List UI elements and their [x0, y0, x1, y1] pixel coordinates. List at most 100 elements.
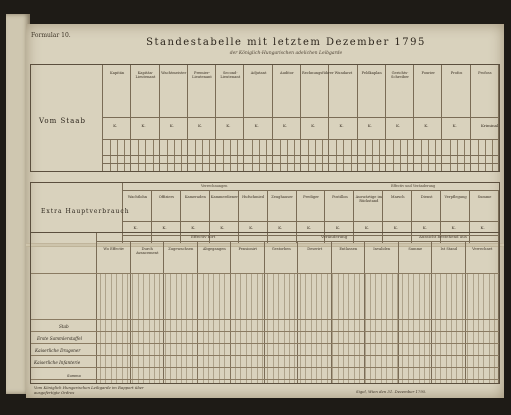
sheet-number: Formular 10. [31, 32, 71, 39]
strength-subdivider [472, 273, 474, 383]
strength-header: Gestorben [271, 247, 291, 251]
strength-subdivider [461, 273, 463, 383]
strength-column [231, 241, 265, 383]
staff-column [216, 65, 245, 171]
strength-subdivider [175, 273, 177, 383]
strength-subdivider [289, 273, 290, 383]
strength-row-line [31, 331, 499, 332]
strength-header: Deserirt [307, 247, 323, 251]
extra-mark: K. [480, 225, 485, 230]
table-subtitle: der Königlich-Hungarischen adelichen Lei… [229, 51, 343, 56]
strength-subdivider [218, 273, 220, 383]
strength-column [131, 241, 164, 383]
staff-column [329, 65, 358, 171]
strength-subdivider [159, 273, 161, 383]
staff-header: Adjutant [250, 71, 267, 75]
strength-header: Entlassen [339, 247, 358, 251]
row-label-2: Kaiserliche Dragoner [35, 348, 81, 353]
staff-header: Auditor [280, 71, 294, 75]
strength-row-line [31, 367, 499, 368]
staff-column [358, 65, 386, 171]
staff-header: Premier-Lieutenant [192, 71, 212, 79]
strength-subdivider [418, 273, 420, 383]
extra-mark: K. [162, 225, 167, 230]
extra-section-label: Extra Hauptverbrauch [41, 208, 130, 215]
staff-mark: K. [339, 123, 344, 128]
extra-header: Auswärtige im Rückstand [355, 195, 383, 203]
strength-subdivider [391, 273, 393, 383]
strength-column [466, 241, 499, 383]
staff-header: Fourier [421, 71, 436, 75]
extra-header: Hufschmied [242, 195, 265, 199]
staff-table: Vom Staab Kapitän K. Kapitän-Lieutenant K. W… [30, 64, 500, 172]
staff-mark: K. [367, 123, 372, 128]
strength-subdivider [434, 273, 436, 383]
extra-header: Offiziers [158, 195, 175, 199]
strength-subdivider [240, 273, 242, 383]
extra-mark: K. [393, 225, 399, 230]
extra-header: Dienst [420, 195, 433, 199]
strength-row-line [31, 319, 499, 320]
strength-subdivider [429, 273, 431, 383]
strength-subdivider [402, 273, 404, 383]
extra-group1: Verrechnungen [201, 184, 228, 188]
strength-row-line [31, 343, 499, 344]
strength-subdivider [478, 273, 479, 383]
strength-subdivider [148, 273, 150, 383]
staff-header: Wundarzt [334, 71, 353, 75]
staff-header: Wachtmeister [161, 71, 187, 75]
strength-subdivider [375, 273, 377, 383]
strength-subdivider [202, 273, 204, 383]
document-sheet: Formular 10. Standestabelle mit letztem … [26, 24, 504, 398]
strength-subdivider [127, 273, 128, 383]
fold-line [26, 243, 504, 247]
extra-column [441, 190, 471, 243]
staff-column [188, 65, 217, 171]
staff-mark: K. [282, 123, 288, 128]
strength-subdivider [294, 273, 296, 383]
strength-header: Wo Effectiv [103, 247, 125, 251]
strength-subdivider [359, 273, 361, 383]
strength-subdivider [191, 273, 193, 383]
strength-column [164, 241, 198, 383]
extra-header: Prediger [303, 195, 319, 199]
extra-mark: K. [451, 225, 456, 230]
extra-column [210, 190, 239, 243]
strength-header: Invaliden [373, 247, 391, 251]
strength-row-line [31, 379, 499, 380]
extra-mark: K. [364, 225, 370, 230]
strength-subdivider [343, 273, 344, 383]
extra-mark: K. [335, 225, 341, 230]
extra-header: Summe [477, 195, 492, 199]
strength-subdivider [272, 273, 274, 383]
staff-column [301, 65, 330, 171]
extra-header: Kameraden [184, 195, 206, 199]
staff-column [414, 65, 443, 171]
staff-header: Profoss [478, 71, 492, 75]
staff-mark: Kriminal [480, 123, 499, 128]
extra-mark: K. [249, 225, 254, 230]
extra-header: Wachtlohn [127, 195, 148, 199]
strength-subdivider [321, 273, 323, 383]
strength-subdivider [424, 273, 425, 383]
strength-subdivider [197, 273, 199, 383]
strength-header: Ist Stand [440, 247, 457, 251]
staff-column [131, 65, 160, 171]
strength-subdivider [397, 273, 398, 383]
strength-header: Pensionirt [238, 247, 257, 251]
strength-header: Durch Avancement [136, 247, 159, 255]
strength-header: Zugewachsen [168, 247, 194, 251]
staff-mark: K. [254, 123, 259, 128]
staff-header: Profos [450, 71, 463, 75]
strength-column [265, 241, 298, 383]
strength-subdivider [229, 273, 231, 383]
extra-header: Zeughauser [271, 195, 293, 199]
extra-column [325, 190, 355, 243]
staff-header: Kapitän-Lieutenant [135, 71, 156, 79]
staff-mark: K. [198, 123, 203, 128]
staff-mark: K. [141, 123, 146, 128]
strength-subdivider [386, 273, 388, 383]
staff-column [160, 65, 188, 171]
extra-mark: K. [133, 225, 138, 230]
extra-column [354, 190, 384, 243]
